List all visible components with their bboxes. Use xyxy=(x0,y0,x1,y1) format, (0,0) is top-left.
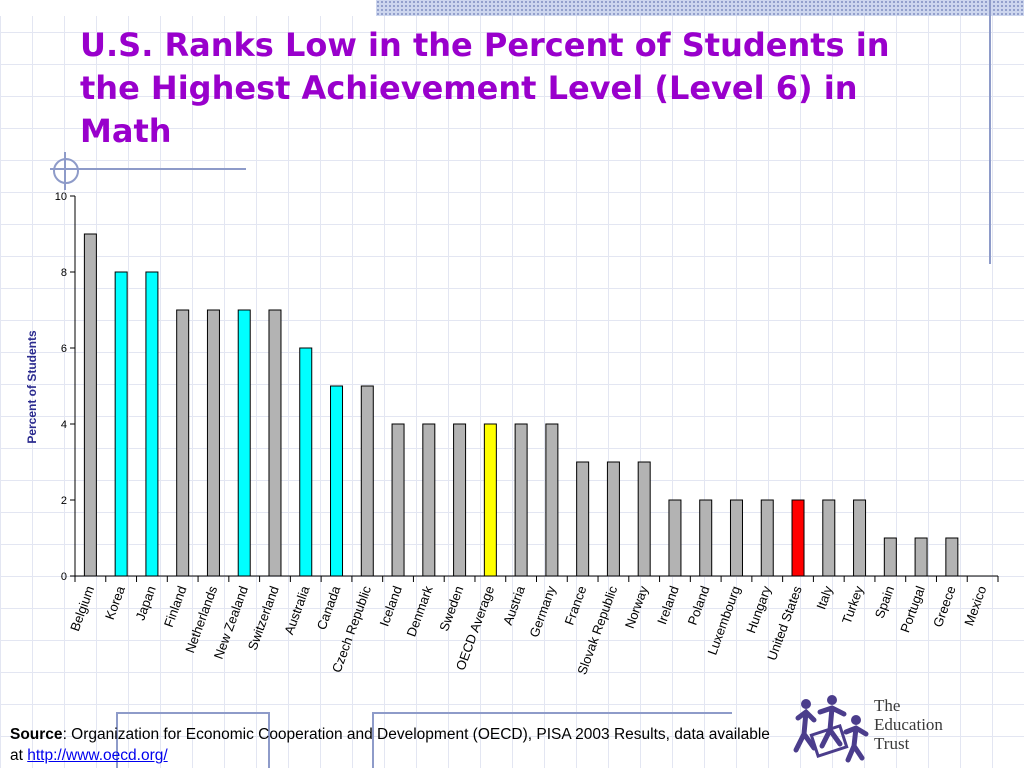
bar-czech-republic xyxy=(360,385,374,577)
bar-poland xyxy=(699,499,713,577)
y-ticks-group: 0 2 4 6 8 10 xyxy=(55,191,75,583)
bar-oecd-average xyxy=(483,423,497,577)
bar-norway xyxy=(637,461,651,577)
x-tick-label: Australia xyxy=(281,583,313,636)
x-tick-label: Italy xyxy=(813,583,835,611)
bar-greece xyxy=(945,537,959,577)
x-tick-label: Sweden xyxy=(436,584,466,633)
bars-group xyxy=(83,233,959,577)
bar-japan xyxy=(145,271,159,577)
bar-new-zealand xyxy=(237,309,251,577)
bar-switzerland xyxy=(268,309,282,577)
x-tick-label: Norway xyxy=(622,583,651,630)
bar-portugal xyxy=(914,537,928,577)
bar-spain xyxy=(883,537,897,577)
source-text: : Organization for Economic Cooperation … xyxy=(10,726,770,764)
logo-text: The Education Trust xyxy=(874,696,984,753)
bar-ireland xyxy=(668,499,682,577)
decorative-bottom-hline-2 xyxy=(372,712,732,714)
bar-austria xyxy=(514,423,528,577)
bar-australia xyxy=(299,347,313,577)
bar-turkey xyxy=(853,499,867,577)
decorative-title-underline xyxy=(50,168,246,170)
logo-text-line1: The xyxy=(874,696,901,715)
decorative-dotted-bar xyxy=(376,0,1024,16)
source-link[interactable]: http://www.oecd.org/ xyxy=(27,747,168,764)
bar-united-states xyxy=(791,499,805,577)
bar-luxembourg xyxy=(729,499,743,577)
x-tick-label: Portugal xyxy=(897,584,928,635)
x-tick-label: Poland xyxy=(685,584,713,627)
bar-germany xyxy=(545,423,559,577)
x-tick-label: Denmark xyxy=(403,583,435,638)
x-tick-label: Ireland xyxy=(654,584,682,626)
bar-france xyxy=(576,461,590,577)
source-label: Source xyxy=(10,726,63,743)
decorative-bottom-line-3 xyxy=(372,712,374,768)
education-trust-logo: The Education Trust xyxy=(790,690,990,764)
bar-chart: 0 2 4 6 8 10 Belgium Korea Japan FinlandNetherla… xyxy=(25,191,999,677)
axes-group xyxy=(74,196,999,582)
logo-text-line2: Education xyxy=(874,715,943,734)
x-tick-label: Switzerland xyxy=(245,584,282,652)
bar-netherlands xyxy=(206,309,220,577)
x-tick-label: Iceland xyxy=(376,584,404,629)
y-tick-label: 4 xyxy=(61,419,67,431)
bar-korea xyxy=(114,271,128,577)
y-tick-label: 10 xyxy=(55,191,67,203)
logo-figures-icon xyxy=(793,695,869,763)
source-note: Source: Organization for Economic Cooper… xyxy=(10,724,770,766)
bar-hungary xyxy=(760,499,774,577)
x-tick-label: Turkey xyxy=(839,583,867,625)
x-tick-label: Germany xyxy=(526,583,559,639)
slide-title: U.S. Ranks Low in the Percent of Student… xyxy=(80,26,890,150)
x-tick-label: Mexico xyxy=(961,584,989,628)
x-tick-label: Japan xyxy=(133,584,159,622)
decorative-bottom-line-2 xyxy=(268,712,270,768)
logo-text-line3: Trust xyxy=(874,734,910,753)
y-tick-label: 0 xyxy=(61,571,67,583)
bar-canada xyxy=(330,385,344,577)
bar-denmark xyxy=(422,423,436,577)
bar-slovak-republic xyxy=(606,461,620,577)
bar-belgium xyxy=(83,233,97,577)
x-tick-label: Austria xyxy=(500,583,528,627)
bar-sweden xyxy=(453,423,467,577)
x-tick-label: Belgium xyxy=(67,584,97,633)
decorative-bottom-hline-1 xyxy=(116,712,268,714)
decorative-circle xyxy=(53,158,79,184)
bar-iceland xyxy=(391,423,405,577)
x-tick-label: Korea xyxy=(102,583,128,621)
bar-finland xyxy=(176,309,190,577)
x-tick-label: Hungary xyxy=(743,583,774,635)
x-tick-label: France xyxy=(562,584,590,627)
y-tick-label: 8 xyxy=(61,267,67,279)
decorative-right-line xyxy=(989,0,991,264)
y-axis-label: Percent of Students xyxy=(25,330,39,444)
x-tick-label: Greece xyxy=(930,584,959,629)
y-tick-label: 2 xyxy=(61,495,67,507)
x-tick-label: Finland xyxy=(161,584,190,629)
x-tick-label: Spain xyxy=(872,584,897,620)
decorative-bottom-line-1 xyxy=(116,712,118,768)
x-tick-label: Canada xyxy=(314,583,344,632)
y-tick-label: 6 xyxy=(61,343,67,355)
bar-italy xyxy=(822,499,836,577)
